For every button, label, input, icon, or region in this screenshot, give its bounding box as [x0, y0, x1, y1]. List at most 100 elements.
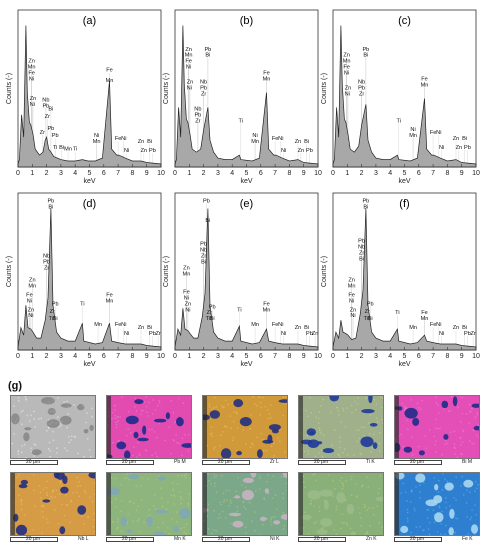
map-speckle — [402, 445, 404, 448]
map-speckle — [185, 473, 187, 475]
map-grain — [42, 499, 51, 503]
map-speckle — [140, 413, 142, 415]
map-speckle — [368, 507, 370, 509]
map-speckle — [346, 407, 348, 409]
map-speckle — [345, 522, 348, 524]
map-speckle — [145, 428, 147, 430]
peak-label: Fe — [343, 65, 350, 71]
map-speckle — [157, 404, 159, 407]
map-speckle — [70, 439, 72, 441]
map-speckle — [350, 478, 352, 481]
map-speckle — [366, 509, 368, 511]
peak-label: Fe — [185, 59, 192, 65]
map-speckle — [206, 515, 208, 517]
map-speckle — [17, 397, 20, 399]
map-speckle — [38, 418, 40, 420]
map-speckle — [115, 498, 117, 500]
map-speckle — [185, 523, 188, 525]
map-grain — [120, 516, 127, 527]
peak-label: Bi — [147, 139, 152, 145]
map-speckle — [129, 500, 132, 502]
scale-bar-label: 20 μm — [122, 459, 136, 465]
map-speckle — [433, 514, 436, 516]
map-speckle — [153, 494, 156, 496]
map-speckle — [187, 450, 190, 452]
map-speckle — [26, 414, 29, 417]
map-speckle — [41, 532, 43, 534]
map-speckle — [320, 432, 322, 435]
map-speckle — [279, 440, 281, 443]
peak-label: Zn — [345, 86, 352, 92]
map-speckle — [142, 409, 144, 412]
peak-label: Ni — [439, 145, 444, 151]
map-grain — [242, 477, 254, 484]
peak-label: Ni — [187, 86, 192, 92]
map-speckle — [146, 411, 148, 413]
map-speckle — [70, 500, 73, 502]
map-speckle — [120, 530, 122, 532]
map-speckle — [116, 416, 118, 418]
map-grain — [228, 512, 242, 517]
map-speckle — [372, 513, 375, 516]
peak-label: Nb — [200, 248, 207, 254]
x-tick-label: 6 — [417, 353, 421, 360]
map-speckle — [47, 426, 50, 429]
map-speckle — [176, 521, 178, 523]
map-speckle — [460, 444, 462, 446]
scale-bar-label: 20 μm — [122, 536, 136, 542]
map-grain — [31, 449, 42, 456]
map-speckle — [419, 484, 421, 486]
x-tick-label: 6 — [259, 353, 263, 360]
map-speckle — [52, 439, 55, 441]
map-speckle — [78, 495, 81, 497]
map-speckle — [52, 489, 55, 492]
map-speckle — [463, 494, 465, 496]
map-speckle — [337, 453, 339, 455]
map-speckle — [63, 401, 65, 403]
map-speckle — [346, 524, 348, 526]
map-speckle — [221, 405, 223, 407]
x-tick-label: 1 — [345, 170, 349, 177]
x-tick-label: 5 — [245, 353, 249, 360]
peak-label: Mn — [251, 139, 259, 145]
map-speckle — [230, 427, 232, 429]
map-color-scale — [11, 473, 15, 535]
map-speckle — [455, 476, 457, 478]
map-speckle — [406, 419, 408, 422]
map-speckle — [48, 441, 51, 444]
peak-label: Pb — [204, 47, 211, 53]
peak-label: Nb — [358, 245, 365, 251]
map-speckle — [282, 414, 285, 417]
map-speckle — [436, 531, 439, 533]
peak-label: Ni — [345, 91, 350, 97]
map-speckle — [365, 397, 367, 399]
peak-label: Ni — [349, 298, 354, 304]
map-speckle — [251, 442, 253, 444]
peak-label: Pb — [209, 304, 216, 310]
map-speckle — [309, 396, 311, 399]
map-speckle — [151, 428, 153, 431]
map-speckle — [366, 476, 368, 478]
map-speckle — [469, 404, 471, 406]
map-speckle — [315, 479, 317, 482]
peak-label: Zn — [28, 307, 35, 313]
map-speckle — [237, 477, 239, 479]
map-speckle — [273, 455, 275, 457]
map-speckle — [230, 500, 232, 502]
map-speckle — [207, 473, 209, 475]
peak-label: Ni — [186, 65, 191, 71]
map-speckle — [410, 531, 412, 534]
map-speckle — [258, 396, 260, 398]
map-speckle — [31, 450, 33, 453]
map-speckle — [462, 429, 464, 432]
peak-label: Zn — [141, 148, 148, 154]
map-speckle — [157, 526, 159, 529]
map-grain — [77, 505, 87, 515]
map-speckle — [400, 433, 402, 436]
x-tick-label: 2 — [202, 170, 206, 177]
map-speckle — [271, 497, 274, 500]
map-speckle — [30, 414, 32, 416]
x-tick-label: 7 — [431, 170, 435, 177]
peak-label: Zr — [155, 331, 160, 337]
map-grain — [157, 476, 166, 481]
